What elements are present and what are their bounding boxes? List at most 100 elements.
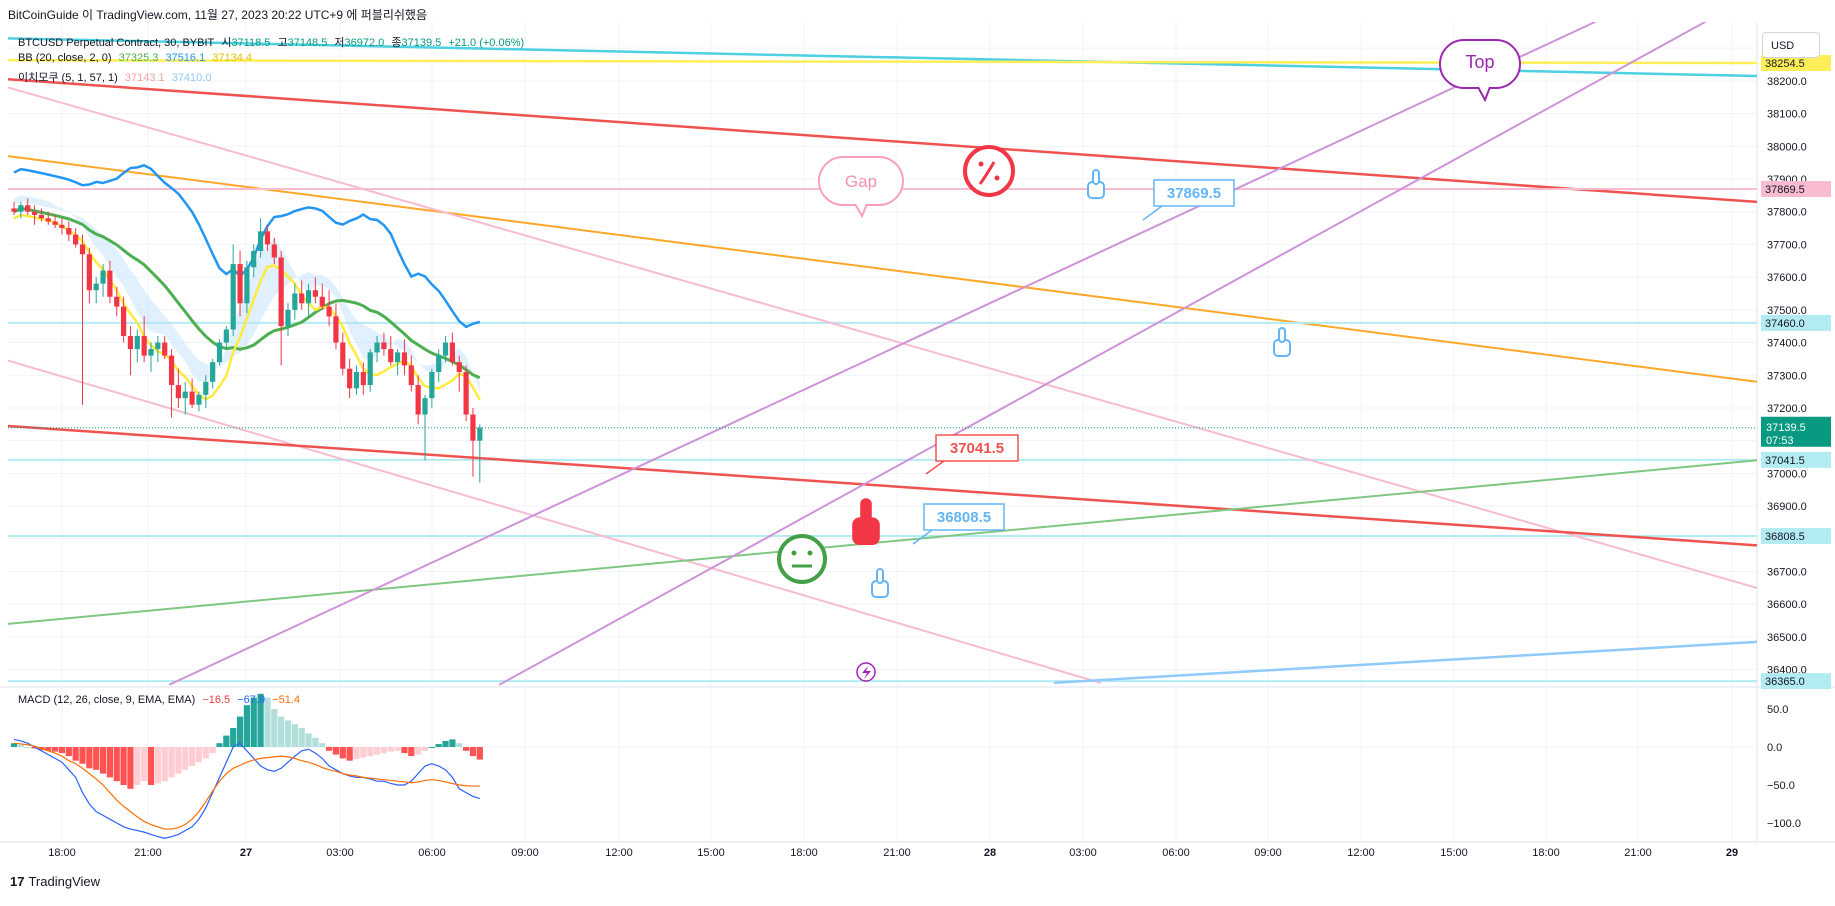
price-tick-label: 37800.0 (1767, 207, 1807, 219)
purple-channel-line-2 (499, 22, 1706, 686)
macd-histogram-bar (209, 747, 216, 754)
candle-body (340, 342, 346, 369)
price-tick-label: 37500.0 (1767, 305, 1807, 317)
price-tick-label: 37600.0 (1767, 272, 1807, 284)
symbol-name: BTCUSD Perpetual Contract, 30, BYBIT (18, 37, 215, 49)
candle-body (442, 342, 449, 356)
bb-lower-value: 37134.4 (212, 52, 253, 64)
bb-basis-line (13, 206, 481, 380)
currency-button[interactable]: USD (1762, 32, 1820, 58)
candle-body (114, 296, 120, 307)
price-tick-label: 37300.0 (1767, 370, 1807, 382)
macd-histogram-bar (435, 743, 442, 747)
candle-body (237, 264, 243, 304)
candle-body (285, 309, 291, 327)
macd-histogram-bar (456, 743, 463, 747)
candle-body (258, 231, 264, 251)
last-price-label: 37139.5 (1766, 422, 1806, 434)
candle-body (395, 352, 401, 363)
macd-histogram-bar (182, 747, 189, 770)
macd-histogram-bar (175, 747, 182, 774)
macd-histogram-bar (305, 733, 312, 747)
price-badge-label: 37869.5 (1765, 184, 1805, 196)
candle-body (31, 211, 38, 215)
macd-histogram-bar (10, 743, 18, 747)
price-tick-label: 37200.0 (1767, 403, 1807, 415)
macd-histogram-bar (271, 709, 278, 747)
macd-histogram-bar (367, 747, 374, 757)
macd-histogram-bar (394, 747, 401, 751)
macd-histogram-bar (284, 720, 292, 747)
candle-body (299, 293, 305, 304)
candle-body (408, 365, 414, 386)
purple-channel-line-1 (169, 22, 1596, 686)
symbol-legend[interactable]: BTCUSD Perpetual Contract, 30, BYBIT 시37… (18, 34, 528, 50)
macd-histogram-bar (72, 747, 79, 761)
macd-legend[interactable]: MACD (12, 26, close, 9, EMA, EMA) −16.5 … (18, 694, 304, 706)
candle-body (175, 385, 181, 399)
candle-body (470, 414, 476, 441)
macd-histogram-bar (161, 747, 168, 782)
candle-body (196, 394, 202, 405)
candle-body (38, 214, 44, 219)
time-tick-label: 28 (984, 847, 996, 859)
neutral-face-eye (791, 550, 797, 556)
ichimoku-legend[interactable]: 이치모쿠 (5, 1, 57, 1) 37143.1 37410.0 (18, 69, 215, 85)
macd-histogram-bar (24, 747, 31, 748)
drawing-lines (8, 22, 1757, 686)
candle-body (463, 371, 469, 415)
candle-body (436, 355, 442, 372)
ohlc-low: 36972.0 (344, 37, 385, 49)
red-lower-trend-line (8, 424, 1757, 547)
price-badge (1761, 451, 1831, 468)
macd-histogram-bar (408, 747, 415, 757)
macd-histogram-bar (65, 747, 72, 757)
time-tick-label: 12:00 (1347, 847, 1375, 859)
candle-body (374, 342, 380, 353)
ohlc-high: 37148.5 (287, 37, 328, 49)
ichimoku-value-2: 37410.0 (171, 72, 212, 84)
candle-body (59, 224, 65, 229)
macd-histogram-bar (236, 716, 244, 747)
candle-body (127, 336, 134, 350)
candle-body (353, 371, 360, 389)
macd-tick-label: 50.0 (1767, 704, 1788, 716)
candle-body (73, 234, 79, 245)
neutral-face-icon (777, 534, 827, 584)
macd-histogram-bar (195, 747, 203, 763)
candle-body (148, 349, 154, 356)
time-tick-label: 03:00 (326, 847, 354, 859)
publisher-line: BitCoinGuide 이 TradingView.com, 11월 27, … (8, 8, 427, 22)
price-badge (1761, 180, 1831, 197)
candle-body (326, 306, 332, 317)
macd-tick-label: −50.0 (1767, 780, 1795, 792)
macd-histogram-bar (79, 747, 86, 764)
macd-histogram-bar (326, 747, 333, 751)
frown-face-eye (978, 161, 984, 167)
candle-body (223, 329, 229, 343)
macd-histogram-bar (291, 724, 298, 747)
tradingview-brand[interactable]: 17 TradingView (10, 874, 100, 889)
lightning-bolt (862, 666, 871, 679)
ohlc-low-label: 저 (334, 37, 345, 49)
candle-body (162, 342, 168, 356)
price-tick-label: 36900.0 (1767, 501, 1807, 513)
macd-histogram-bar (380, 747, 387, 754)
candle-body (25, 205, 31, 212)
candle-body (312, 290, 318, 297)
frown-face-eye (994, 175, 1000, 181)
macd-histogram-bar (312, 737, 319, 747)
tradingview-logo-icon: 17 (10, 874, 25, 889)
red-upper-trend-line (8, 77, 1757, 204)
last-price-badge (1761, 416, 1831, 447)
bb-legend[interactable]: BB (20, close, 2, 0) 37325.3 37516.1 371… (18, 52, 256, 64)
callout-label-37041: 37041.5 (950, 440, 1004, 457)
candle-body (347, 368, 353, 389)
candle-body (367, 352, 373, 386)
ohlc-close-label: 종 (391, 37, 402, 49)
time-tick-label: 21:00 (134, 847, 162, 859)
ohlc-open: 37118.5 (231, 37, 271, 49)
lightning-event-icon (856, 662, 876, 682)
